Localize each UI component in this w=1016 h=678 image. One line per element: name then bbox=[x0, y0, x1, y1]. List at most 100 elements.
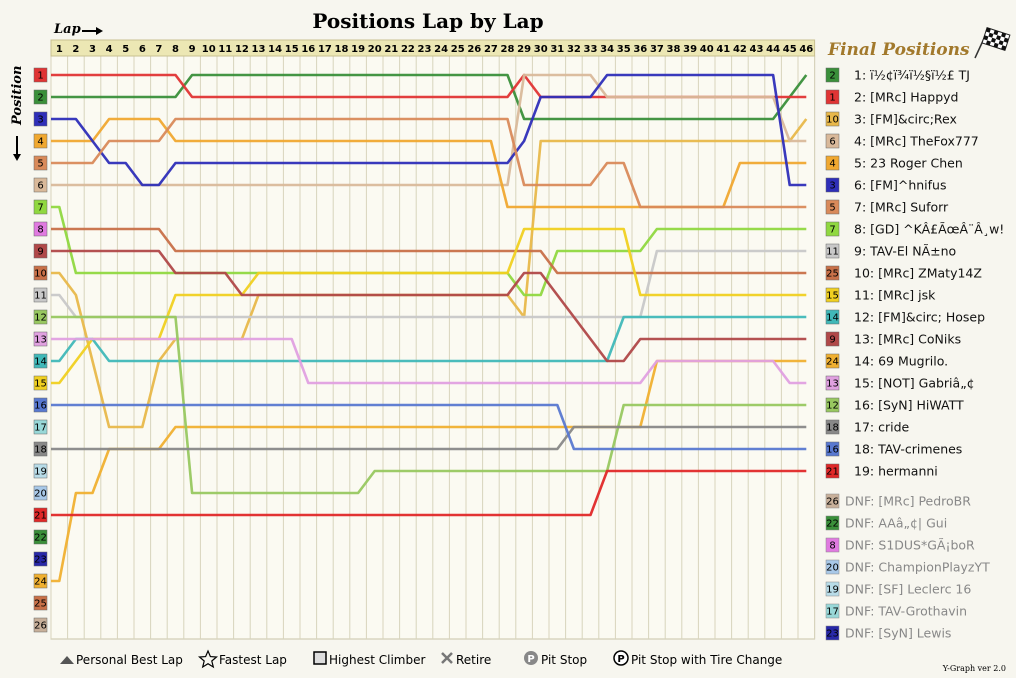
final-change-number: 10 bbox=[826, 115, 839, 126]
lap-tick-label: 1 bbox=[56, 44, 63, 55]
lap-tick-label: 14 bbox=[268, 44, 282, 55]
lap-tick-label: 43 bbox=[750, 44, 764, 55]
position-axis: 1234567891011121314151617181920212223242… bbox=[33, 67, 48, 633]
svg-text:P: P bbox=[527, 654, 534, 665]
lap-tick-label: 35 bbox=[617, 44, 631, 55]
final-change-box bbox=[825, 67, 840, 83]
start-position-box bbox=[33, 177, 48, 193]
position-tick-label: 18 bbox=[34, 445, 47, 456]
dnf-change-box bbox=[825, 515, 840, 531]
pit-stop-icon: P bbox=[524, 651, 538, 665]
lap-tick-label: 15 bbox=[285, 44, 299, 55]
lap-tick-label: 44 bbox=[766, 44, 780, 55]
start-position-box bbox=[33, 485, 48, 501]
lap-tick-label: 4 bbox=[106, 44, 113, 55]
position-tick-label: 8 bbox=[37, 225, 43, 236]
final-position-entry: 13: [MRc] CoNiks bbox=[854, 332, 961, 347]
series-line-15 bbox=[51, 337, 807, 385]
start-position-box bbox=[33, 419, 48, 435]
series-line-10 bbox=[51, 227, 807, 275]
final-change-number: 7 bbox=[829, 225, 835, 236]
final-position-entry: 12: [FM]&circ; Hosep bbox=[854, 310, 985, 325]
y-axis-arrow-head bbox=[13, 154, 21, 161]
lap-tick-label: 23 bbox=[418, 44, 432, 55]
dnf-number: 26 bbox=[826, 497, 839, 508]
final-position-entry: 19: hermanni bbox=[854, 464, 938, 479]
final-change-box bbox=[825, 155, 840, 171]
plot-grid bbox=[50, 55, 816, 640]
final-change-number: 13 bbox=[826, 379, 839, 390]
position-tick-label: 3 bbox=[37, 115, 43, 126]
lap-tick-label: 17 bbox=[318, 44, 332, 55]
final-position-entry: 2: [MRc] Happyd bbox=[854, 90, 958, 105]
final-change-number: 5 bbox=[829, 203, 835, 214]
position-tick-label: 4 bbox=[37, 137, 43, 148]
legend-pit-tire: Pit Stop with Tire Change bbox=[631, 653, 782, 667]
final-positions-list: 2 1: ï½¢ï¾ï½§ï½£ TJ 1 2: [MRc] Happyd 10 3: [… bbox=[825, 67, 1004, 641]
start-position-box bbox=[33, 375, 48, 391]
final-position-entry: 9: TAV-El NÃ±no bbox=[854, 244, 956, 259]
lap-tick-label: 46 bbox=[799, 44, 813, 55]
series-line-19 bbox=[51, 469, 807, 517]
dnf-number: 23 bbox=[826, 629, 839, 640]
final-change-number: 6 bbox=[829, 137, 835, 148]
retire-icon bbox=[441, 652, 453, 664]
position-tick-label: 22 bbox=[34, 533, 47, 544]
series-line-1 bbox=[51, 73, 808, 121]
position-tick-label: 2 bbox=[37, 93, 43, 104]
final-change-number: 21 bbox=[826, 467, 839, 478]
lap-tick-label: 8 bbox=[172, 44, 179, 55]
dnf-number: 20 bbox=[826, 563, 839, 574]
final-change-box bbox=[825, 177, 840, 193]
lap-tick-label: 12 bbox=[235, 44, 249, 55]
dnf-change-box bbox=[825, 559, 840, 575]
x-axis-label: Lap bbox=[53, 22, 103, 37]
lap-tick-label: 41 bbox=[716, 44, 730, 55]
dnf-entry: DNF: [SF] Leclerc 16 bbox=[845, 582, 971, 597]
series-line-16 bbox=[51, 315, 807, 495]
start-position-box bbox=[33, 67, 48, 83]
legend-pit: Pit Stop bbox=[541, 653, 587, 667]
position-tick-label: 11 bbox=[34, 291, 47, 302]
position-tick-label: 25 bbox=[34, 599, 47, 610]
legend-climber: Highest Climber bbox=[329, 653, 425, 667]
final-position-entry: 6: [FM]^hnifus bbox=[854, 178, 947, 193]
lap-tick-label: 21 bbox=[384, 44, 398, 55]
lap-tick-label: 36 bbox=[633, 44, 647, 55]
dnf-entry: DNF: S1DUS*GÃ¡boR bbox=[845, 538, 975, 553]
start-position-box bbox=[33, 397, 48, 413]
final-change-box bbox=[825, 111, 840, 127]
final-change-number: 4 bbox=[829, 159, 835, 170]
position-tick-label: 14 bbox=[34, 357, 47, 368]
start-position-box bbox=[33, 617, 48, 633]
final-change-box bbox=[825, 331, 840, 347]
lap-tick-label: 5 bbox=[122, 44, 129, 55]
start-position-box bbox=[33, 221, 48, 237]
final-position-entry: 8: [GD] ^KÂ£ÃœÂ¨Â¸w! bbox=[854, 222, 1004, 237]
final-position-entry: 15: [NOT] Gabriâ„¢ bbox=[854, 376, 975, 391]
final-positions-title: Final Positions bbox=[827, 40, 970, 60]
final-change-number: 14 bbox=[826, 313, 839, 324]
lap-tick-label: 11 bbox=[218, 44, 232, 55]
version-label: Y-Graph ver 2.0 bbox=[942, 664, 1006, 673]
position-tick-label: 6 bbox=[37, 181, 43, 192]
lap-tick-label: 10 bbox=[202, 44, 216, 55]
final-change-box bbox=[825, 463, 840, 479]
dnf-number: 8 bbox=[829, 541, 835, 552]
dnf-change-box bbox=[825, 625, 840, 641]
dnf-number: 17 bbox=[826, 607, 839, 618]
lap-tick-label: 20 bbox=[368, 44, 382, 55]
final-change-number: 11 bbox=[826, 247, 839, 258]
dnf-change-box bbox=[825, 493, 840, 509]
final-position-entry: 5: 23 Roger Chen bbox=[854, 156, 963, 171]
lap-tick-label: 28 bbox=[501, 44, 515, 55]
position-tick-label: 1 bbox=[37, 71, 43, 82]
legend-fastest: Fastest Lap bbox=[219, 653, 287, 667]
start-position-box bbox=[33, 551, 48, 567]
legend-retire: Retire bbox=[456, 653, 491, 667]
lap-tick-label: 2 bbox=[72, 44, 79, 55]
series-lines bbox=[51, 73, 808, 583]
final-change-number: 1 bbox=[829, 93, 835, 104]
final-position-entry: 3: [FM]&circ;Rex bbox=[854, 112, 957, 127]
final-change-box bbox=[825, 309, 840, 325]
